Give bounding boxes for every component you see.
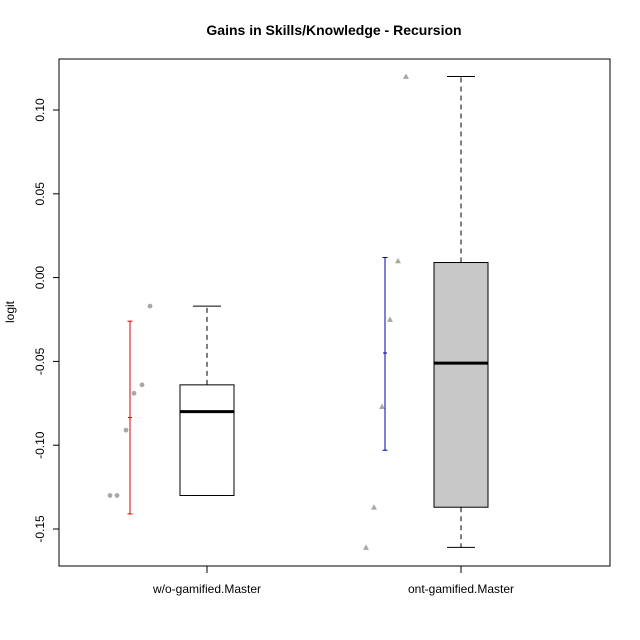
- y-axis-label: logit: [3, 300, 17, 323]
- plot-frame: [58, 58, 611, 567]
- data-point: [379, 403, 385, 410]
- box-group: [107, 303, 235, 515]
- y-tick-label: 0.00: [33, 266, 47, 290]
- data-point: [363, 544, 369, 550]
- y-tick-label: -0.05: [33, 347, 47, 375]
- data-point: [395, 257, 401, 264]
- y-axis: -0.15 -0.10 -0.05 0.00 0.05 0.10: [33, 98, 60, 543]
- data-point: [107, 493, 113, 498]
- box: [179, 384, 235, 496]
- y-tick-label: -0.15: [33, 515, 47, 543]
- chart-title: Gains in Skills/Knowledge - Recursion: [206, 22, 461, 38]
- data-point: [371, 504, 377, 510]
- data-point: [114, 493, 120, 498]
- data-point: [147, 303, 153, 309]
- box-groups: [107, 73, 489, 550]
- box: [433, 262, 489, 508]
- x-axis: w/o-gamified.Master ont-gamified.Master: [152, 565, 514, 596]
- data-point: [123, 427, 129, 433]
- x-tick-label: ont-gamified.Master: [408, 582, 514, 596]
- x-tick-label: w/o-gamified.Master: [152, 582, 261, 596]
- data-point: [131, 390, 137, 396]
- data-point: [403, 73, 409, 79]
- y-tick-label: 0.05: [33, 182, 47, 206]
- box-group: [363, 73, 489, 550]
- data-point: [387, 316, 393, 322]
- data-point: [139, 382, 145, 388]
- y-tick-label: -0.10: [33, 431, 47, 459]
- y-tick-label: 0.10: [33, 98, 47, 122]
